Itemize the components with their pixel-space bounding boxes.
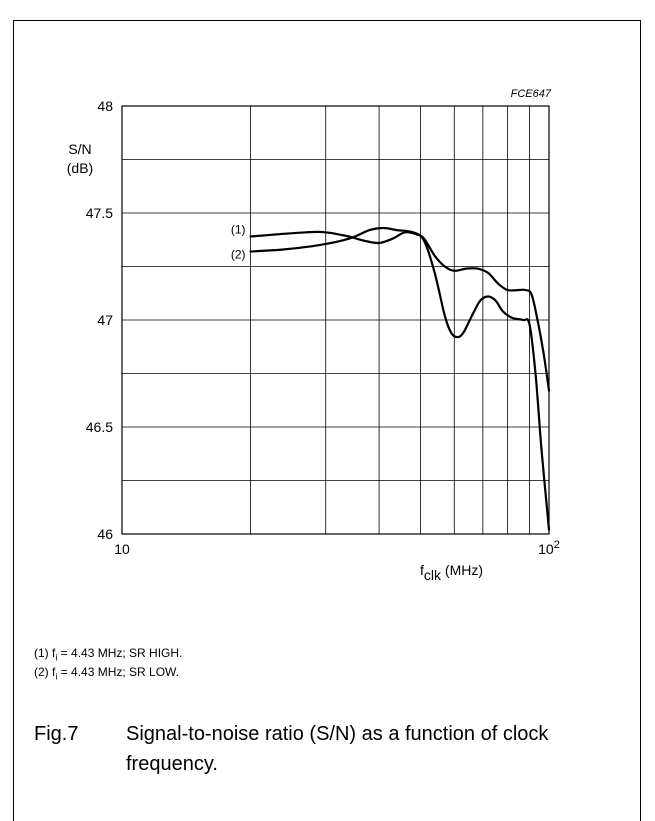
note-1-sub: i: [55, 652, 58, 663]
series-labels: (1) (2): [231, 223, 246, 262]
x-tick-label-base: 10: [538, 541, 554, 557]
chart: FCE647 S/N (dB) fclk (MHz) 48 47.5 47 46.5 4…: [67, 88, 560, 583]
notes: (1) fi = 4.43 MHz; SR HIGH. (2) fi = 4.4…: [34, 646, 182, 685]
note-2: (2) fi = 4.43 MHz; SR LOW.: [34, 665, 182, 684]
series-line-1: [249, 230, 551, 392]
note-1-prefix: (1) f: [34, 646, 56, 660]
note-2-prefix: (2) f: [34, 665, 56, 680]
series-label-2: (2): [231, 248, 246, 262]
y-tick-label: 48: [97, 98, 113, 114]
y-tick-label: 46: [97, 526, 113, 542]
x-tick-label: 10: [114, 541, 130, 557]
figure-caption: Fig.7 Signal-to-noise ratio (S/N) as a fu…: [34, 719, 566, 779]
figure-title: Signal-to-noise ratio (S/N) as a functio…: [126, 723, 549, 775]
x-axis-label-sub: clk: [424, 567, 442, 583]
x-tick-label: 102: [538, 539, 560, 557]
x-axis-label-unit: (MHz): [441, 562, 483, 578]
note-2-sub: i: [55, 671, 58, 682]
figure-number: Fig.7: [34, 723, 79, 745]
series-lines: [249, 226, 551, 531]
y-tick-label: 46.5: [86, 419, 113, 435]
figure-frame: [13, 20, 641, 821]
figure-code: FCE647: [511, 88, 552, 100]
chart-labels: FCE647 S/N (dB) fclk (MHz): [67, 88, 552, 583]
grid: [121, 105, 550, 535]
note-1: (1) fi = 4.43 MHz; SR HIGH.: [34, 646, 182, 665]
x-tick-label-base: 10: [114, 541, 130, 557]
series-label-1: (1): [231, 223, 246, 237]
x-tick-label-exponent: 2: [554, 539, 560, 551]
y-axis-label-line2: (dB): [67, 160, 93, 176]
x-axis-label-main: f: [420, 562, 424, 578]
y-axis-label-line1: S/N: [68, 141, 91, 157]
y-tick-label: 47.5: [86, 205, 113, 221]
note-1-rest: = 4.43 MHz; SR HIGH.: [57, 646, 183, 660]
y-tick-label: 47: [97, 312, 113, 328]
note-2-rest: = 4.43 MHz; SR LOW.: [57, 665, 180, 680]
series-line-2: [249, 226, 551, 531]
x-axis-label: fclk (MHz): [420, 562, 483, 583]
